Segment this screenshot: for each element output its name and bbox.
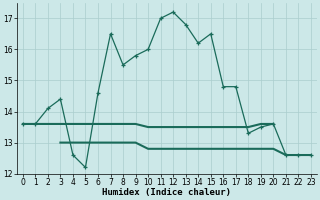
- X-axis label: Humidex (Indice chaleur): Humidex (Indice chaleur): [102, 188, 231, 197]
